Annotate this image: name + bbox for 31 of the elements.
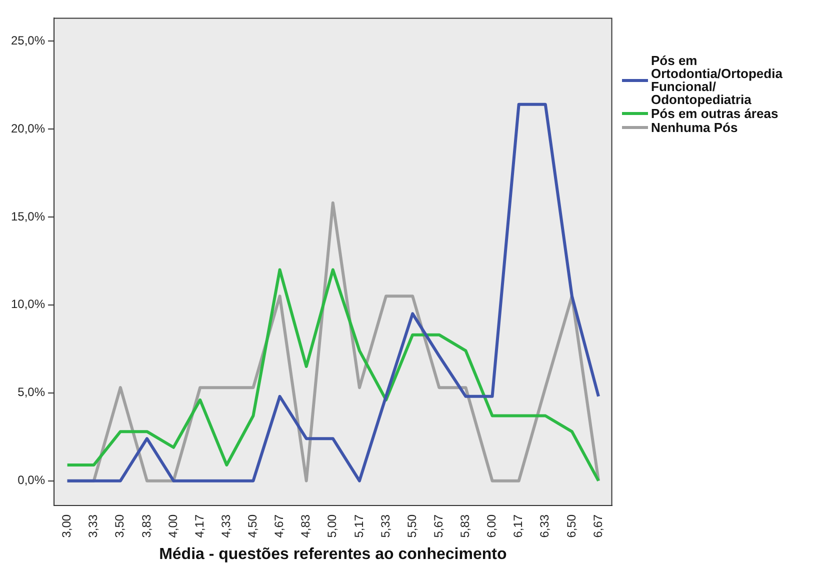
x-axis-title: Média - questões referentes ao conhecimento — [159, 546, 507, 563]
x-tick-label: 5,00 — [325, 514, 340, 538]
y-tick-label: 15,0% — [10, 209, 46, 224]
x-tick-label: 5,67 — [431, 514, 446, 538]
x-tick-label: 3,33 — [86, 514, 100, 538]
x-tick-label: 4,67 — [272, 514, 286, 538]
legend-label: Pós em outras áreas — [651, 106, 778, 121]
y-tick-label: 0,0% — [18, 473, 46, 488]
x-tick-label: 4,83 — [298, 514, 313, 538]
y-tick-label: 5,0% — [18, 385, 46, 400]
x-tick-label: 3,83 — [139, 514, 154, 538]
y-tick-label: 10,0% — [10, 297, 46, 312]
x-tick-label: 3,00 — [60, 514, 74, 538]
x-tick-label: 5,33 — [378, 514, 392, 538]
x-tick-label: 5,50 — [404, 514, 419, 538]
x-tick-label: 4,33 — [218, 514, 233, 538]
x-tick-label: 4,50 — [246, 514, 260, 538]
legend-label: Pós em Ortodontia/Ortopedia Funcional/ Odontopediatria — [651, 53, 784, 107]
x-tick-label: 6,33 — [538, 514, 552, 538]
legend-label: Nenhuma Pós — [651, 120, 738, 135]
x-tick-label: 4,17 — [192, 514, 206, 538]
x-tick-label: 5,17 — [352, 514, 366, 538]
x-tick-label: 6,17 — [511, 514, 526, 538]
x-tick-label: 4,00 — [166, 514, 180, 538]
x-tick-label: 6,00 — [484, 514, 499, 538]
x-tick-label: 3,50 — [112, 514, 127, 538]
x-tick-label: 6,50 — [564, 514, 578, 538]
y-tick-label: 20,0% — [10, 121, 46, 136]
y-tick-label: 25,0% — [10, 33, 46, 48]
x-tick-label: 5,83 — [458, 514, 472, 538]
x-tick-label: 6,67 — [590, 514, 605, 538]
